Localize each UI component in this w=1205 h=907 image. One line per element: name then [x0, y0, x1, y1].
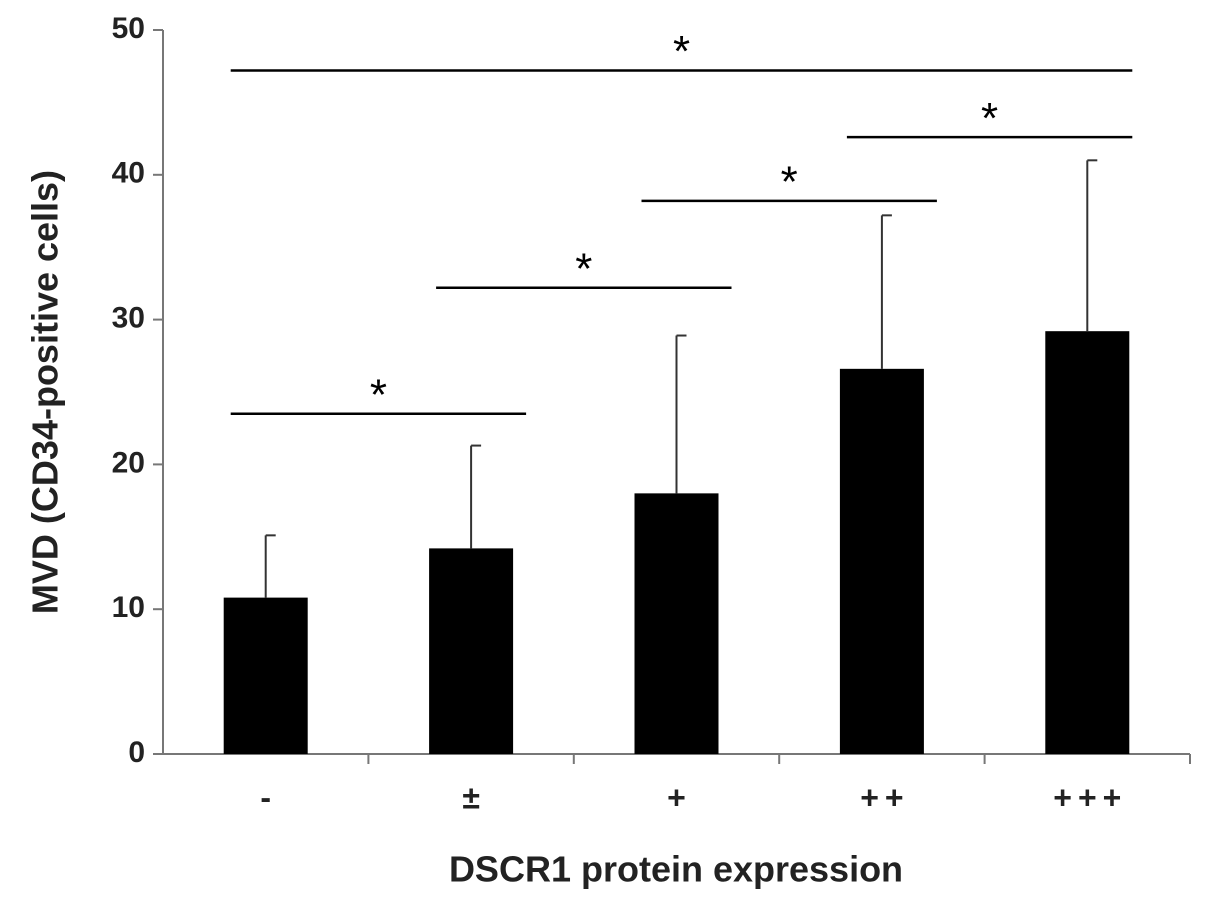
error-bar	[880, 214, 892, 369]
y-tick-label: 0	[128, 736, 145, 769]
bar	[1045, 331, 1130, 754]
x-axis-title: DSCR1 protein expression	[449, 849, 903, 890]
x-tick-label: +	[667, 779, 692, 815]
significance-star: *	[370, 370, 387, 419]
y-tick-label: 30	[112, 302, 145, 335]
error-bar	[470, 444, 482, 549]
significance-star: *	[673, 27, 690, 76]
error-bar	[1086, 159, 1098, 332]
x-tick-label: -	[260, 779, 277, 815]
bar	[839, 368, 924, 754]
x-tick-label: ++	[860, 779, 909, 815]
error-bar	[675, 334, 687, 494]
x-tick-label: +++	[1053, 779, 1127, 815]
error-bar	[264, 534, 276, 598]
y-tick-label: 50	[112, 12, 145, 45]
y-tick-label: 20	[112, 446, 145, 479]
y-axis-title: MVD (CD34-positive cells)	[25, 170, 66, 614]
significance-star: *	[781, 157, 798, 206]
x-tick-label: ±	[462, 779, 486, 815]
y-tick-label: 40	[112, 157, 145, 190]
bar	[634, 493, 719, 754]
bar	[429, 548, 514, 754]
bar	[223, 597, 308, 754]
significance-star: *	[575, 244, 592, 293]
significance-star: *	[981, 94, 998, 143]
y-tick-label: 10	[112, 591, 145, 624]
